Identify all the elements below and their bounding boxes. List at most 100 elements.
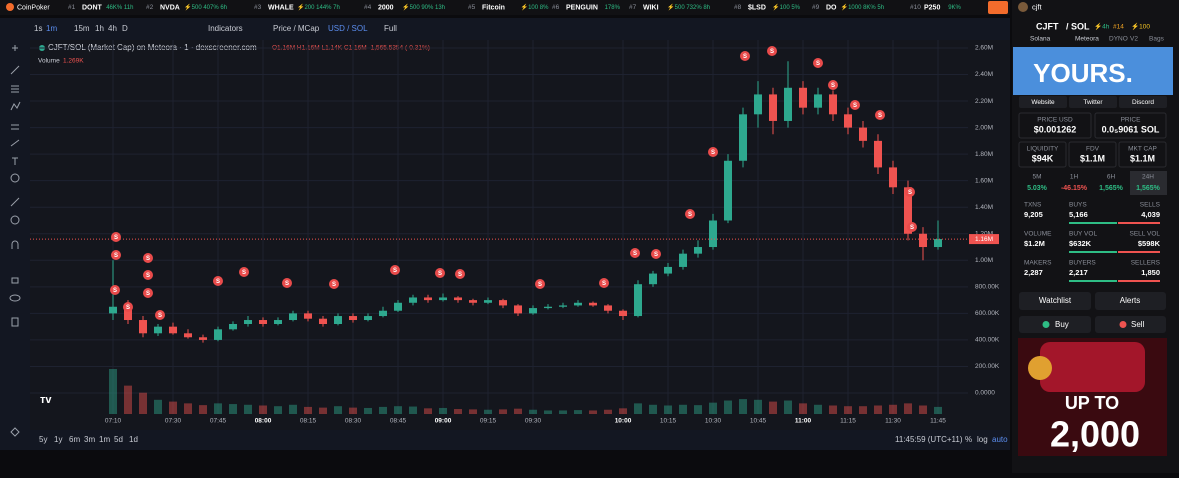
candle-body: [124, 306, 132, 321]
candle-body: [904, 187, 912, 234]
trendline-icon[interactable]: [10, 65, 20, 75]
ticker-name[interactable]: P250: [924, 4, 940, 11]
candle-body: [814, 94, 822, 108]
crosshair-icon[interactable]: [12, 45, 18, 51]
sell-marker: [599, 278, 609, 288]
ticker-name[interactable]: DONT: [82, 4, 103, 11]
trash-icon[interactable]: [11, 317, 19, 327]
projection-icon[interactable]: [11, 124, 19, 130]
range-buttons: 5y 1y 6m 3m 1m 5d 1d: [39, 435, 138, 444]
sell-marker: [630, 248, 640, 258]
range-button[interactable]: 3m: [84, 435, 95, 444]
buy-button[interactable]: [1019, 316, 1091, 333]
emoji-icon[interactable]: [10, 173, 20, 183]
last-price-label: 1.16M: [975, 236, 993, 243]
interval-button[interactable]: D: [122, 24, 128, 33]
sell-icon: [1119, 321, 1127, 328]
ticker-rank: #6: [552, 4, 560, 11]
ticker-name[interactable]: WIKI: [643, 4, 659, 11]
ticker-name[interactable]: WHALE: [268, 4, 294, 11]
eye-icon[interactable]: [9, 294, 21, 302]
interval-button[interactable]: 15m: [74, 24, 90, 33]
indicators-button[interactable]: Indicators: [208, 24, 243, 33]
ticker-name[interactable]: DO: [826, 4, 837, 11]
range-button[interactable]: 5y: [39, 435, 47, 444]
usd-sol-toggle[interactable]: USD / SOL: [328, 24, 368, 33]
sell-button[interactable]: [1095, 316, 1166, 333]
ticker-name[interactable]: Fitcoin: [482, 4, 505, 11]
x-tick-label: 09:30: [525, 418, 542, 425]
candle-body: [874, 140, 882, 168]
brush-icon[interactable]: [10, 139, 20, 147]
interval-buttons: 1s 1m 15m 1h 4h D: [34, 24, 128, 33]
ruler-icon[interactable]: [10, 197, 20, 207]
interval-button[interactable]: 1m: [46, 24, 57, 33]
volume-bar: [319, 407, 327, 414]
ticker-name[interactable]: $LSD: [748, 4, 766, 11]
ticker-info: 178%: [605, 5, 621, 11]
watchlist-button[interactable]: [1019, 292, 1091, 310]
pair-boost: ⚡100: [1131, 23, 1150, 31]
interval-button[interactable]: 4h: [108, 24, 117, 33]
candle-body: [184, 333, 192, 338]
link-button[interactable]: [1119, 96, 1167, 108]
y-tick-label: 400.00K: [975, 337, 1000, 344]
stat-label: VOLUME: [1024, 231, 1052, 238]
ad: UP TO 2,000: [1018, 338, 1167, 456]
ticker-name[interactable]: 2000: [378, 4, 394, 11]
x-tick-label: 10:45: [750, 418, 767, 425]
ticker-rank: #2: [146, 4, 154, 11]
price-mcap-toggle[interactable]: Price / MCap: [273, 24, 320, 33]
ticker-name[interactable]: NVDA: [160, 4, 180, 11]
stat-value: 2,217: [1069, 268, 1088, 277]
interval-button[interactable]: 1h: [95, 24, 104, 33]
sell-marker-label: S: [114, 253, 118, 259]
buy-icon: [1042, 321, 1050, 328]
zoom-icon[interactable]: [10, 215, 20, 225]
sell-marker: [435, 268, 445, 278]
volume-bar: [229, 404, 237, 414]
full-button[interactable]: Full: [384, 24, 397, 33]
percent-toggle[interactable]: %: [965, 435, 972, 444]
stat-value: $1.2M: [1024, 239, 1045, 248]
candle-body: [334, 316, 342, 325]
candle-body: [304, 313, 312, 319]
link-button[interactable]: [1069, 96, 1117, 108]
ticker-name[interactable]: PENGUIN: [566, 4, 598, 11]
sell-marker: [329, 279, 339, 289]
pair-quote: / SOL: [1066, 21, 1090, 31]
interval-button[interactable]: 1s: [34, 24, 42, 33]
banner-text: YOURS.: [1033, 58, 1133, 88]
text-icon[interactable]: [12, 157, 18, 165]
y-tick-label: 2.20M: [975, 98, 993, 105]
magnet-icon[interactable]: [11, 240, 19, 249]
y-tick-label: 600.00K: [975, 310, 1000, 317]
alerts-button[interactable]: [1095, 292, 1166, 310]
volume-bar: [364, 407, 372, 414]
auto-toggle[interactable]: auto: [992, 435, 1008, 444]
ad-amount: 2,000: [1050, 414, 1140, 455]
range-button[interactable]: 6m: [69, 435, 80, 444]
fib-icon[interactable]: [11, 85, 19, 93]
log-toggle[interactable]: log: [977, 435, 988, 444]
range-button[interactable]: 5d: [114, 435, 123, 444]
sell-marker-label: S: [831, 83, 835, 89]
range-button[interactable]: 1d: [129, 435, 138, 444]
range-button[interactable]: 1y: [54, 435, 62, 444]
lock-icon[interactable]: [11, 277, 19, 284]
candle-body: [829, 94, 837, 115]
volume-bar: [754, 399, 762, 414]
stat-label: BUYS: [1069, 202, 1087, 209]
pair-age: ⚡4h: [1094, 23, 1110, 31]
stat-label: BUY VOL: [1069, 231, 1097, 238]
ticker-button[interactable]: [988, 1, 1008, 14]
layers-icon[interactable]: [10, 427, 20, 437]
pattern-icon[interactable]: [10, 101, 21, 111]
range-button[interactable]: 1m: [99, 435, 110, 444]
link-button[interactable]: [1019, 96, 1067, 108]
ticker-info: ⚡500 732% 8h: [667, 3, 710, 11]
stat-value: $94K: [1032, 153, 1054, 163]
x-tick-label: 09:15: [480, 418, 497, 425]
